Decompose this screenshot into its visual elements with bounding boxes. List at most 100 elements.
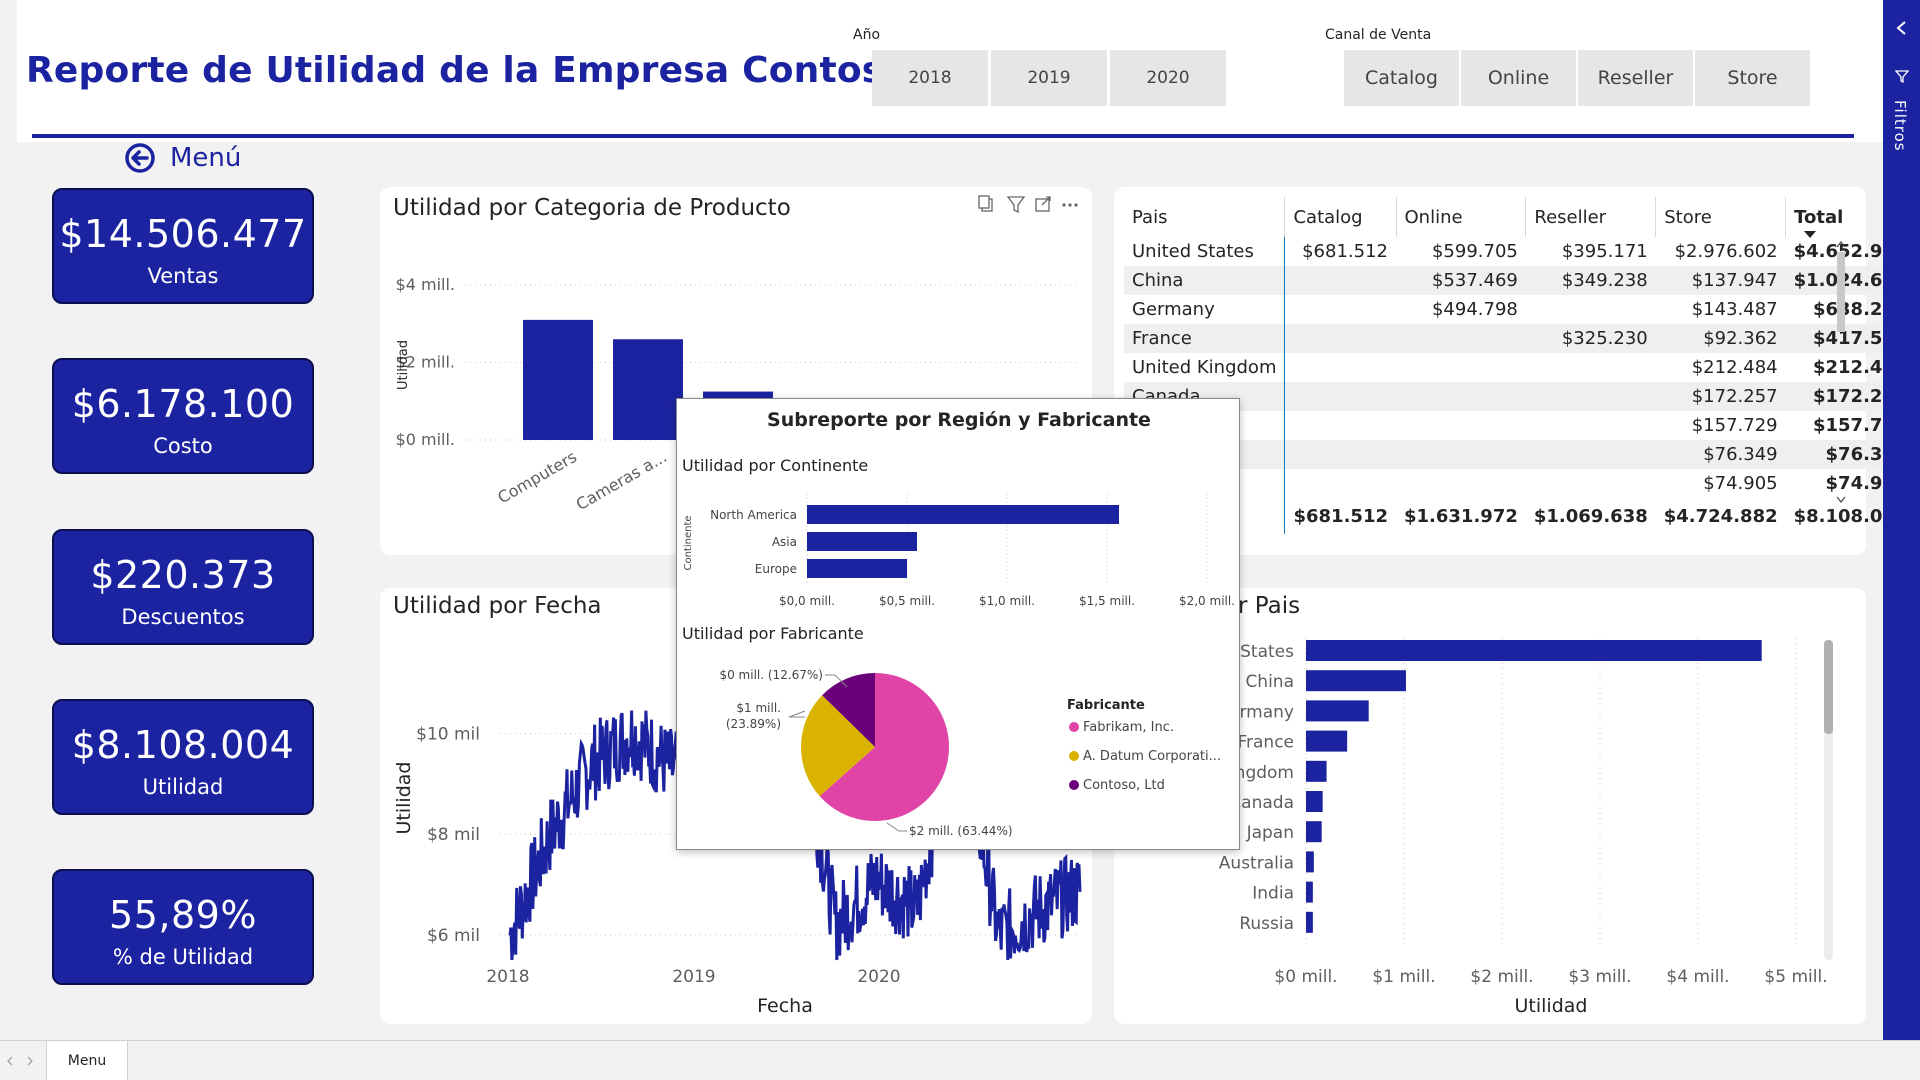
table-row[interactable]: $74.905 $74.905 [1124,469,1916,498]
column-header[interactable]: Store [1655,197,1786,237]
scrollbar-arrows-icon [1836,241,1846,503]
pie-data-label: $1 mill. [736,701,781,715]
table-cell [1396,324,1526,353]
scrollbar-thumb[interactable] [1824,640,1833,734]
menu-link-label: Menú [170,143,242,173]
visual-header-icons [978,195,1078,214]
totals-row: $681.512 $1.631.972 $1.069.638 $4.724.882 $8… [1124,498,1916,534]
filter-pane-collapsed[interactable]: Filtros [1883,0,1920,1040]
more-options-icon[interactable] [1062,203,1078,207]
continent-bar [807,532,917,551]
table-row[interactable]: Canada $172.257 $172.257 [1124,382,1916,411]
table-cell [1396,440,1526,469]
total-cell: $1.631.972 [1404,505,1518,527]
kpi-card-ventas: $14.506.477 Ventas [52,188,314,304]
kpi-label: Ventas [147,264,219,288]
y-tick-label: Japan [1246,823,1294,843]
column-header[interactable]: Online [1395,197,1526,237]
legend-entry: Contoso, Ltd [1083,778,1165,793]
y-tick-label: ngdom [1235,763,1294,783]
page-tab-menu[interactable]: Menu [46,1041,128,1080]
table-cell: $157.729 [1691,415,1778,436]
channel-catalog-button[interactable]: Catalog [1344,50,1459,106]
x-tick-label: $1 mill. [1372,967,1435,987]
table-cell [1396,411,1526,440]
legend-title: Fabricante [1067,698,1145,713]
table-cell [1396,353,1526,382]
column-header[interactable]: Catalog [1284,197,1396,237]
table-cell: $537.469 [1396,266,1526,295]
table-row[interactable]: United Kingdom $212.484 $212.484 [1124,353,1916,382]
table-cell: Germany [1124,295,1286,324]
subreport-charts: Subreporte por Región y Fabricante Utilid… [682,409,1235,838]
x-tick-label: $1,0 mill. [979,594,1035,608]
year-2018-button[interactable]: 2018 [872,50,988,106]
menu-back-link[interactable]: Menú [124,142,241,174]
x-tick-label: 2020 [857,967,900,987]
kpi-card-utilidad: $8.108.004 Utilidad [52,699,314,815]
table-cell: $76.349 [1655,440,1786,469]
kpi-value: $220.373 [90,553,276,597]
page-nav-arrows-icon[interactable] [6,1055,36,1067]
table-cell: China [1124,266,1286,295]
table-cell [1526,353,1656,382]
y-tick-label: $4 mill. [396,275,455,294]
continent-bar [807,559,907,578]
table-cell: $212.484 [1691,357,1778,378]
table-row[interactable]: $76.349 $76.349 [1124,440,1916,469]
chevron-left-icon[interactable] [1894,20,1910,36]
legend-entry: Fabrikam, Inc. [1083,720,1174,735]
pie-slice [819,673,949,821]
page-title: Reporte de Utilidad de la Empresa Contos… [26,50,909,91]
back-arrow-icon [125,143,155,173]
total-cell: $681.512 [1293,505,1388,527]
x-tick-label: $0 mill. [1274,967,1337,987]
table-row[interactable]: $157.729 $157.729 [1124,411,1916,440]
y-tick-label: States [1240,642,1294,662]
country-chart-scrollbar[interactable] [1824,640,1833,960]
table-row[interactable]: France $325.230 $92.362 $417.593 [1124,324,1916,353]
category-bar [613,339,683,440]
x-tick-label: $5 mill. [1764,967,1827,987]
table-cell [1396,469,1526,498]
table-cell [1285,411,1396,440]
country-bar [1306,821,1322,843]
y-tick-label: France [1237,733,1294,753]
leader-line [886,822,907,832]
channel-store-button[interactable]: Store [1695,50,1810,106]
x-tick-label: $0,0 mill. [779,594,835,608]
country-bar [1306,911,1313,933]
table-row[interactable]: Germany $494.798 $143.487 $638.285 [1124,295,1916,324]
table-row[interactable]: United States $681.512 $599.705 $395.171 $2.… [1124,237,1916,266]
kpi-value: $14.506.477 [59,212,307,256]
year-2019-button[interactable]: 2019 [991,50,1107,106]
country-bar [1306,640,1762,661]
continent-bar [807,505,1119,524]
y-tick-label: Asia [772,535,797,549]
matrix-scrollbar[interactable] [1836,237,1846,507]
pie-data-label: $0 mill. (12.67%) [719,668,823,682]
country-bar [1306,791,1323,812]
filter-icon[interactable] [1006,196,1026,214]
table-cell: $4.652.989 [1793,241,1908,262]
column-header[interactable]: Pais [1132,206,1168,228]
table-row[interactable]: China $537.469 $349.238 $137.947 $1.024.654 [1124,266,1916,295]
y-tick-label: $8 mil [427,825,480,845]
channel-online-button[interactable]: Online [1461,50,1576,106]
channel-reseller-button[interactable]: Reseller [1578,50,1693,106]
y-tick-label: India [1252,884,1294,904]
table-cell: $325.230 [1525,324,1656,353]
y-tick-label: $2 mill. [396,353,455,372]
table-cell: $395.171 [1561,241,1648,262]
copy-icon[interactable] [978,195,993,212]
table-cell: $349.238 [1525,266,1656,295]
legend-marker [1069,780,1079,790]
focus-mode-icon[interactable] [1035,196,1051,212]
table-cell: United Kingdom [1124,353,1286,382]
year-2020-button[interactable]: 2020 [1110,50,1226,106]
column-header[interactable]: Reseller [1525,197,1656,237]
y-tick-label: $10 mil [416,725,480,745]
header-divider [32,134,1854,138]
table-cell [1525,382,1656,411]
table-cell [1285,469,1396,498]
